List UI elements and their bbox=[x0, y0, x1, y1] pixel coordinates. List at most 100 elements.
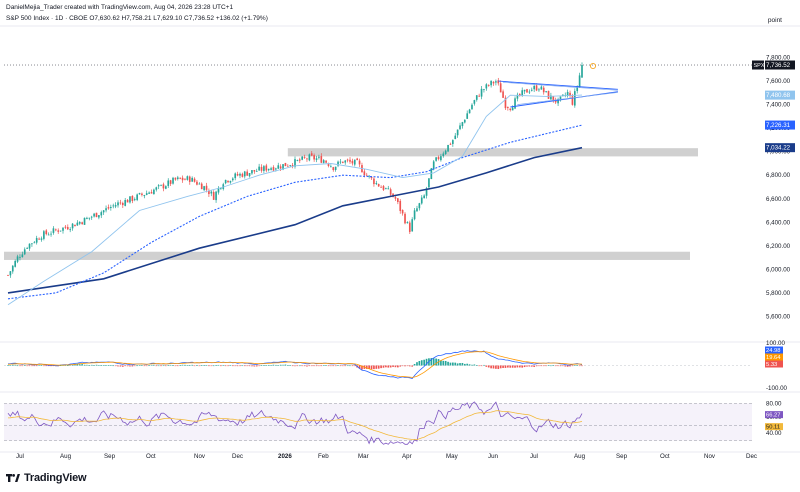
macd-histogram-bar bbox=[153, 364, 155, 366]
candle-body bbox=[325, 160, 327, 163]
candle-body bbox=[76, 222, 79, 226]
macd-histogram-bar bbox=[90, 364, 93, 366]
macd-histogram-bar bbox=[7, 365, 9, 366]
candle-body bbox=[141, 193, 143, 195]
candle-body bbox=[294, 159, 296, 167]
triangle-upper-line bbox=[498, 80, 618, 90]
macd-histogram-bar bbox=[358, 365, 361, 369]
macd-histogram-bar bbox=[346, 365, 349, 367]
candle-body bbox=[289, 165, 292, 167]
candle-body bbox=[495, 81, 497, 83]
macd-histogram-bar bbox=[76, 364, 79, 366]
macd-histogram-bar bbox=[74, 364, 76, 366]
candle-body bbox=[313, 155, 315, 160]
macd-histogram-bar bbox=[452, 362, 454, 366]
macd-histogram-bar bbox=[416, 362, 418, 366]
candle-body bbox=[368, 175, 370, 177]
candle-body bbox=[102, 210, 105, 213]
macd-histogram-bar bbox=[294, 365, 296, 367]
x-tick-label: May bbox=[446, 453, 459, 460]
macd-histogram-bar bbox=[239, 365, 241, 367]
symbol-line: S&P 500 Index · 1D · CBOE O7,630.62 H7,7… bbox=[6, 15, 268, 22]
macd-histogram-bar bbox=[432, 358, 435, 366]
ma-price-text: 7,480.68 bbox=[766, 92, 791, 99]
macd-histogram-bar bbox=[33, 365, 36, 367]
rsi-band-fill bbox=[4, 403, 752, 441]
candle-body bbox=[375, 183, 378, 185]
symbol-badge-text: SPX bbox=[754, 63, 765, 69]
candle-body bbox=[483, 89, 485, 91]
candle-body bbox=[523, 89, 526, 92]
candle-body bbox=[286, 165, 289, 167]
candle-body bbox=[33, 242, 36, 244]
macd-histogram-bar bbox=[530, 365, 533, 367]
candle-body bbox=[509, 108, 512, 110]
candle-body bbox=[303, 157, 306, 158]
macd-histogram-bar bbox=[327, 365, 330, 367]
macd-histogram-bar bbox=[322, 365, 325, 366]
rsi-line bbox=[7, 401, 583, 445]
candle-body bbox=[418, 203, 421, 209]
candle-body bbox=[275, 168, 277, 170]
x-tick-label: Aug bbox=[60, 453, 72, 460]
candle-body bbox=[365, 174, 368, 176]
candle-body bbox=[538, 89, 540, 91]
macd-histogram-bar bbox=[162, 365, 165, 367]
candle-body bbox=[399, 200, 402, 211]
candle-body bbox=[454, 135, 457, 139]
candle-body bbox=[212, 192, 215, 200]
candle-body bbox=[16, 256, 19, 262]
candle-body bbox=[425, 188, 428, 196]
candle-body bbox=[291, 165, 294, 167]
macd-histogram-bar bbox=[406, 365, 409, 367]
candle-body bbox=[581, 65, 583, 78]
candle-body bbox=[485, 84, 488, 89]
candle-body bbox=[296, 160, 299, 161]
macd-histogram-bar bbox=[184, 364, 186, 366]
candle-body bbox=[23, 249, 26, 255]
candle-body bbox=[162, 184, 165, 189]
candle-body bbox=[447, 144, 449, 152]
macd-histogram-bar bbox=[265, 365, 268, 366]
candle-body bbox=[423, 195, 425, 199]
candle-body bbox=[131, 195, 134, 202]
candle-body bbox=[21, 254, 24, 258]
x-tick-label: Sep bbox=[104, 453, 116, 460]
candle-body bbox=[45, 230, 48, 235]
macd-histogram-bar bbox=[361, 365, 363, 370]
candle-body bbox=[265, 165, 268, 171]
macd-histogram-bar bbox=[47, 365, 50, 367]
candle-body bbox=[334, 166, 337, 171]
macd-histogram-bar bbox=[463, 363, 466, 366]
macd-histogram-bar bbox=[349, 365, 351, 367]
macd-histogram-bar bbox=[117, 365, 119, 367]
macd-histogram-bar bbox=[332, 365, 335, 367]
candle-body bbox=[198, 183, 201, 185]
candle-body bbox=[126, 199, 129, 203]
candle-body bbox=[521, 90, 524, 96]
candle-body bbox=[220, 188, 222, 190]
macd-histogram-bar bbox=[150, 364, 153, 366]
candle-body bbox=[382, 186, 385, 190]
candle-body bbox=[174, 177, 177, 180]
candle-body bbox=[124, 200, 127, 206]
candle-body bbox=[530, 89, 533, 91]
macd-histogram-bar bbox=[310, 365, 313, 367]
candle-body bbox=[150, 192, 153, 194]
candle-body bbox=[339, 161, 342, 163]
macd-histogram-bar bbox=[129, 365, 131, 367]
macd-histogram-bar bbox=[64, 365, 67, 366]
y-tick-label: 6,200.00 bbox=[766, 243, 791, 250]
candle-body bbox=[363, 171, 366, 175]
candle-body bbox=[203, 186, 205, 191]
macd-histogram-bar bbox=[50, 365, 52, 367]
candle-body bbox=[50, 233, 52, 235]
candle-body bbox=[95, 212, 98, 218]
macd-histogram-bar bbox=[306, 365, 308, 367]
candle-body bbox=[181, 177, 184, 181]
macd-histogram-bar bbox=[59, 365, 62, 366]
candle-body bbox=[129, 196, 131, 203]
x-tick-label: Aug bbox=[574, 453, 586, 460]
candle-body bbox=[349, 159, 351, 162]
